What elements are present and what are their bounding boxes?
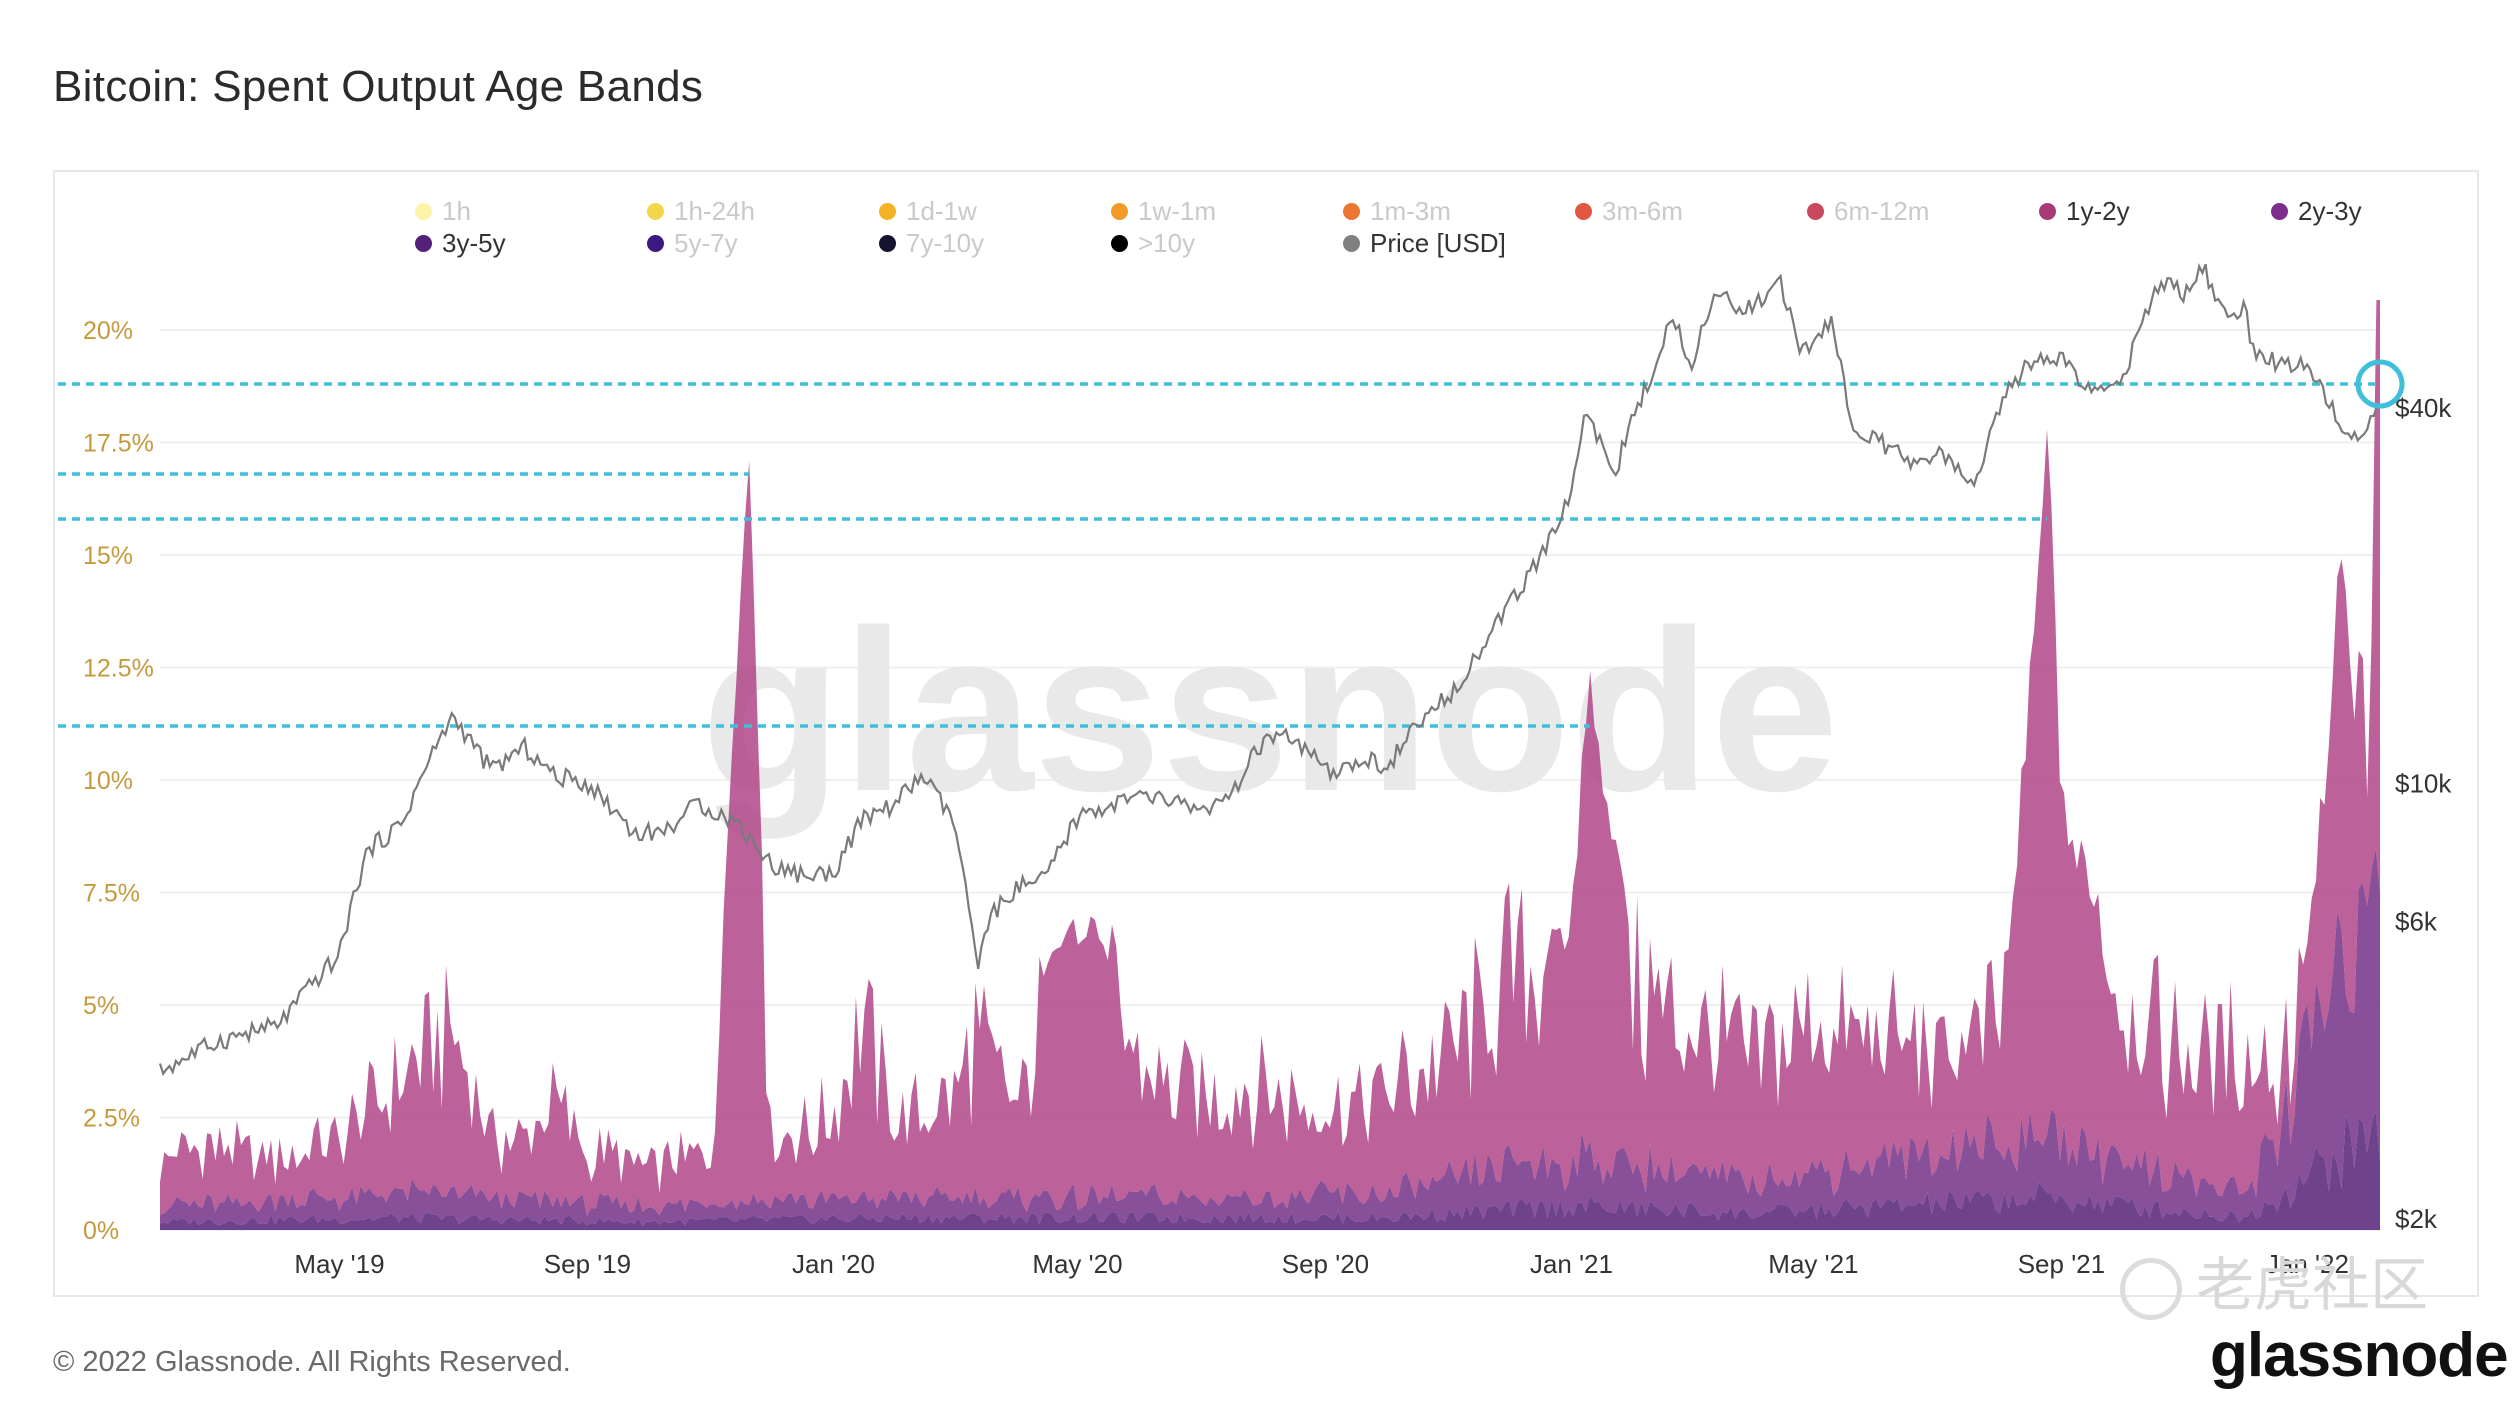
legend-dot-icon bbox=[879, 235, 896, 252]
legend-dot-icon bbox=[647, 203, 664, 220]
area-2y-3y bbox=[160, 848, 2380, 1226]
legend-dot-icon bbox=[1111, 235, 1128, 252]
legend-item[interactable]: >10y bbox=[1111, 228, 1195, 259]
legend-label: 1y-2y bbox=[2066, 196, 2130, 226]
legend-label: 1h-24h bbox=[674, 196, 755, 226]
legend-item[interactable]: 7y-10y bbox=[879, 228, 984, 259]
chart-frame: 1h 1h-24h 1d-1w 1w-1m 1m-3m 3m-6m 6m-12m 1y-2y 2… bbox=[53, 170, 2479, 1297]
brand-logo: glassnode bbox=[2210, 1321, 2509, 1390]
legend-item[interactable]: 2y-3y bbox=[2271, 196, 2362, 227]
highlight-circle bbox=[2355, 359, 2405, 409]
y-right-tick-label: $40k bbox=[2395, 393, 2452, 423]
legend-item[interactable]: 3y-5y bbox=[415, 228, 506, 259]
y-left-tick-label: 15% bbox=[83, 542, 133, 570]
legend-dot-icon bbox=[415, 235, 432, 252]
legend-label: 2y-3y bbox=[2298, 196, 2362, 226]
y-left-tick-label: 2.5% bbox=[83, 1105, 140, 1133]
y-left-tick-label: 17.5% bbox=[83, 430, 154, 458]
x-tick-label: Jan '21 bbox=[1530, 1249, 1613, 1279]
y-right-tick-label: $10k bbox=[2395, 768, 2452, 798]
legend-label: 1w-1m bbox=[1138, 196, 1217, 226]
corner-watermark: 老虎社区 bbox=[2120, 1238, 2428, 1322]
legend-item[interactable]: 1h bbox=[415, 196, 471, 227]
y-right-tick-label: $2k bbox=[2395, 1204, 2438, 1234]
legend-dot-icon bbox=[879, 203, 896, 220]
y-left-tick-label: 20% bbox=[83, 317, 133, 345]
legend-item[interactable]: 1y-2y bbox=[2039, 196, 2130, 227]
guide-lines bbox=[58, 382, 2380, 728]
area-3y-5y bbox=[160, 1110, 2380, 1230]
legend-label: Price [USD] bbox=[1370, 228, 1506, 258]
x-tick-label: Jan '20 bbox=[792, 1249, 875, 1279]
legend-label: 7y-10y bbox=[906, 228, 985, 258]
y-left-tick-label: 10% bbox=[83, 767, 133, 795]
y-left-tick-label: 5% bbox=[83, 992, 119, 1020]
highlight-circle-mark bbox=[2355, 359, 2405, 409]
x-tick-label: Jan '22 bbox=[2266, 1249, 2349, 1279]
price-series bbox=[158, 263, 2381, 1077]
center-watermark: glassnode bbox=[701, 582, 1839, 839]
legend-label: 3m-6m bbox=[1602, 196, 1683, 226]
y-right-axis: $2k $6k $10k $40k bbox=[2395, 393, 2452, 1234]
legend-item[interactable]: 1m-3m bbox=[1343, 196, 1451, 227]
legend-item[interactable]: 1d-1w bbox=[879, 196, 977, 227]
y-left-tick-label: 0% bbox=[83, 1217, 119, 1245]
legend-label: 5y-7y bbox=[674, 228, 738, 258]
x-tick-label: May '20 bbox=[1032, 1249, 1122, 1279]
legend-dot-icon bbox=[415, 203, 432, 220]
legend-dot-icon bbox=[2039, 203, 2056, 220]
legend-dot-icon bbox=[647, 235, 664, 252]
legend-label: 1h bbox=[442, 196, 471, 226]
legend-item[interactable]: 3m-6m bbox=[1575, 196, 1683, 227]
x-tick-label: May '19 bbox=[294, 1249, 384, 1279]
chart-title: Bitcoin: Spent Output Age Bands bbox=[53, 62, 704, 111]
legend-dot-icon bbox=[1575, 203, 1592, 220]
x-tick-label: May '21 bbox=[1768, 1249, 1858, 1279]
y-right-tick-label: $6k bbox=[2395, 907, 2438, 937]
legend-label: 1d-1w bbox=[906, 196, 977, 226]
watermark-ring-icon bbox=[2120, 1257, 2182, 1320]
legend-label: >10y bbox=[1138, 228, 1196, 258]
legend-dot-icon bbox=[1807, 203, 1824, 220]
legend-item[interactable]: Price [USD] bbox=[1343, 228, 1506, 259]
legend-dot-icon bbox=[1111, 203, 1128, 220]
legend-item[interactable]: 1w-1m bbox=[1111, 196, 1216, 227]
x-tick-label: Sep '20 bbox=[1282, 1249, 1369, 1279]
x-tick-label: Sep '19 bbox=[544, 1249, 631, 1279]
legend-item[interactable]: 5y-7y bbox=[647, 228, 738, 259]
x-tick-label: Sep '21 bbox=[2018, 1249, 2105, 1279]
y-left-tick-label: 12.5% bbox=[83, 655, 154, 683]
copyright-footer: © 2022 Glassnode. All Rights Reserved. bbox=[53, 1346, 571, 1378]
legend-dot-icon bbox=[1343, 203, 1360, 220]
x-axis: May '19 Sep '19 Jan '20 May '20 Sep '20 Jan '… bbox=[294, 1249, 2349, 1279]
legend-item[interactable]: 6m-12m bbox=[1807, 196, 1929, 227]
price-line bbox=[158, 263, 2381, 1077]
legend-label: 3y-5y bbox=[442, 228, 506, 258]
legend-item[interactable]: 1h-24h bbox=[647, 196, 755, 227]
legend-dot-icon bbox=[2271, 203, 2288, 220]
area-series bbox=[160, 300, 2380, 1230]
legend-label: 6m-12m bbox=[1834, 196, 1930, 226]
area-1y-2y bbox=[160, 300, 2380, 1216]
corner-watermark-text: 老虎社区 bbox=[2196, 1251, 2429, 1319]
legend-dot-icon bbox=[1343, 235, 1360, 252]
y-left-axis: 0% 2.5% 5% 7.5% 10% 12.5% 15% 17.5% 20% bbox=[83, 317, 154, 1245]
legend-label: 1m-3m bbox=[1370, 196, 1451, 226]
y-left-tick-label: 7.5% bbox=[83, 880, 140, 908]
